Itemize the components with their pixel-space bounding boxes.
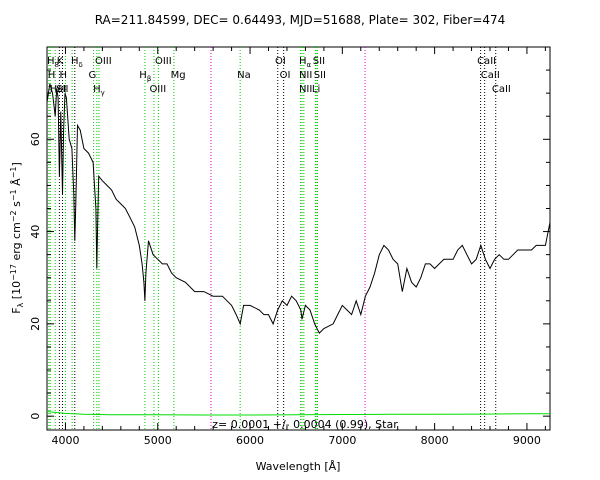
y-label-main: F [10, 307, 23, 313]
chart-title: RA=211.84599, DEC= 0.64493, MJD=51688, P… [95, 13, 506, 27]
x-tick-label: 4000 [51, 434, 79, 447]
spectral-line-label: OIII [155, 56, 172, 67]
spectral-line-label: NII [299, 70, 312, 81]
y-label-unit2: s [10, 201, 23, 210]
y-axis-label: Fλ [10−17 erg cm−2 s−1 Å−1] [9, 162, 25, 314]
spectral-line-label: CaII [481, 70, 500, 81]
spectral-line-label: SII [313, 56, 325, 67]
spectral-line-label: Hβ [139, 70, 151, 83]
spectrum-series [46, 83, 551, 334]
y-label-exp1: −17 [9, 264, 18, 281]
spectral-line-label: Mg [171, 70, 186, 81]
spectral-lines-layer [48, 47, 497, 430]
spectral-line-label-sub: β [147, 75, 151, 83]
y-label-unit3: Å [10, 178, 23, 189]
spectral-line-label: Na [237, 70, 251, 81]
spectral-line-label-sub: γ [101, 89, 105, 97]
error-series [46, 411, 550, 416]
axes-frame [46, 46, 551, 431]
y-tick-label: 40 [29, 225, 42, 239]
spectral-line-label: Hδ [71, 56, 83, 69]
y-label-sub: λ [16, 302, 25, 307]
spectral-line-label: H [48, 70, 56, 81]
spectral-line-label: Hγ [93, 84, 105, 97]
spectral-line-label: OI [280, 70, 291, 81]
y-tick-label: 20 [29, 317, 42, 331]
spectral-line-label: CaII [492, 84, 511, 95]
spectral-line-label: H [59, 70, 67, 81]
y-label-unit1: erg cm [10, 222, 23, 264]
x-axis-label: Wavelength [Å] [256, 460, 341, 473]
redshift-annotation: z= 0.0001 +/- 0.0004 (0.99), Star [212, 418, 398, 431]
x-tick-label: 8000 [421, 434, 449, 447]
spectral-line-label: OIII [149, 84, 166, 95]
y-label-close: ] [10, 162, 23, 166]
x-axis-ticks: 4000 5000 6000 7000 8000 9000 [51, 47, 546, 447]
spectral-line-label-sub: α [306, 61, 311, 69]
spectral-line-label: G [89, 70, 97, 81]
spectral-line-label: OI [275, 56, 286, 67]
spectral-line-label: OIII [95, 56, 112, 67]
plot-area-border [46, 46, 551, 431]
spectral-line-label: Hα [299, 56, 312, 69]
x-tick-label: 5000 [144, 434, 172, 447]
spectral-line-label: SII [56, 84, 68, 95]
spectral-line-label: HeI [50, 84, 67, 95]
spectral-line-label-sub: 8 [55, 61, 59, 69]
spectral-line-label: CaII [477, 56, 496, 67]
y-label-exp3: −1 [9, 189, 18, 201]
x-tick-label: 9000 [513, 434, 541, 447]
x-tick-label: 6000 [236, 434, 264, 447]
y-tick-label: 0 [29, 413, 42, 420]
y-label-exp2: −2 [9, 210, 18, 222]
spectral-line-label: NII [299, 84, 312, 95]
y-tick-label: 60 [29, 132, 42, 146]
y-label-exp4: −1 [9, 167, 18, 179]
spectral-line-label: SII [314, 70, 326, 81]
spectral-line-label: K [57, 56, 64, 67]
y-label-open: [10 [10, 281, 23, 303]
spectral-line-label: Li [312, 84, 320, 95]
y-axis-ticks: 0 20 40 60 [29, 69, 550, 420]
x-tick-label: 7000 [328, 434, 356, 447]
spectral-line-label-sub: δ [79, 61, 83, 69]
